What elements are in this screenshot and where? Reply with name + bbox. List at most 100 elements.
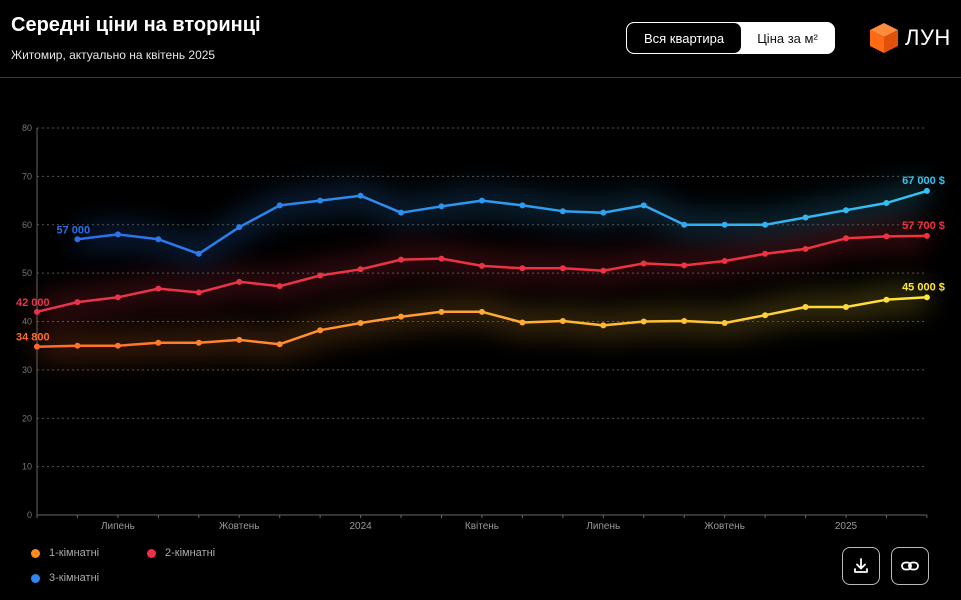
data-point[interactable] [843, 303, 849, 310]
x-tick-label: Жовтень [704, 521, 745, 532]
data-point[interactable] [843, 207, 849, 214]
link-icon [901, 561, 919, 571]
data-point[interactable] [600, 267, 607, 274]
copy-link-button[interactable] [891, 547, 929, 585]
data-point[interactable] [721, 221, 728, 228]
data-point[interactable] [762, 221, 769, 228]
data-point[interactable] [478, 308, 485, 315]
series-end-label: 67 000 $ [902, 175, 945, 187]
data-point[interactable] [640, 202, 647, 209]
data-point[interactable] [559, 318, 566, 325]
data-point[interactable] [357, 192, 364, 199]
download-button[interactable] [842, 547, 880, 585]
data-point[interactable] [317, 197, 324, 204]
download-icon [854, 558, 868, 573]
data-point[interactable] [195, 250, 202, 257]
legend-item-3-room: 3-кімнатні [31, 572, 99, 584]
data-point[interactable] [478, 197, 485, 204]
data-point[interactable] [155, 339, 162, 346]
data-point[interactable] [640, 260, 647, 267]
data-point[interactable] [843, 235, 849, 242]
data-point[interactable] [276, 202, 283, 209]
logo-text: ЛУН [905, 25, 951, 50]
data-point[interactable] [155, 285, 162, 292]
x-tick-label: 2024 [349, 521, 372, 532]
legend-dot-3-room [31, 573, 40, 583]
data-point[interactable] [802, 303, 809, 310]
data-point[interactable] [438, 203, 445, 210]
data-point[interactable] [721, 319, 728, 326]
data-point[interactable] [276, 341, 283, 348]
price-mode-toggle[interactable]: Вся квартира Ціна за м² [626, 22, 835, 54]
data-point[interactable] [559, 208, 566, 215]
data-point[interactable] [236, 224, 243, 231]
data-point[interactable] [74, 299, 81, 306]
data-point[interactable] [317, 272, 324, 279]
series-end-label: 45 000 $ [902, 281, 945, 293]
data-point[interactable] [923, 294, 930, 301]
data-point[interactable] [519, 265, 526, 272]
data-point[interactable] [398, 313, 405, 320]
data-point[interactable] [762, 250, 769, 257]
data-point[interactable] [357, 266, 364, 273]
data-point[interactable] [74, 236, 81, 243]
data-point[interactable] [883, 233, 890, 240]
data-point[interactable] [519, 319, 526, 326]
data-point[interactable] [923, 187, 930, 194]
data-point[interactable] [74, 342, 81, 349]
y-tick-label: 20 [22, 413, 32, 423]
data-point[interactable] [317, 327, 324, 334]
data-point[interactable] [114, 294, 121, 301]
y-tick-label: 50 [22, 268, 32, 278]
series-start-label: 34 800 [16, 332, 50, 344]
toggle-whole-apartment[interactable]: Вся квартира [627, 23, 741, 53]
data-point[interactable] [155, 236, 162, 243]
data-point[interactable] [236, 336, 243, 343]
data-point[interactable] [276, 283, 283, 290]
legend-dot-2-room [147, 548, 156, 558]
data-point[interactable] [357, 319, 364, 326]
data-point[interactable] [478, 262, 485, 269]
data-point[interactable] [114, 231, 121, 238]
page-title: Середні ціни на вторинці [11, 14, 261, 36]
series-line [77, 189, 928, 256]
data-point[interactable] [114, 342, 121, 349]
data-point[interactable] [883, 296, 890, 303]
data-point[interactable] [438, 255, 445, 262]
data-point[interactable] [883, 199, 890, 206]
data-point[interactable] [34, 343, 40, 350]
data-point[interactable] [600, 209, 607, 216]
y-tick-label: 0 [27, 510, 32, 520]
data-point[interactable] [519, 202, 526, 209]
x-tick-label: Квітень [465, 521, 499, 532]
data-point[interactable] [802, 214, 809, 221]
data-point[interactable] [802, 245, 809, 252]
data-point[interactable] [681, 262, 688, 269]
x-tick-label: 2025 [835, 521, 858, 532]
data-point[interactable] [559, 265, 566, 272]
data-point[interactable] [438, 308, 445, 315]
legend-item-2-room: 2-кімнатні [147, 547, 215, 559]
price-line-chart: 0 10 20 30 40 50 60 70 80 Липень Жовтень 2024 Квітен… [16, 123, 945, 532]
x-tick-label: Липень [586, 521, 620, 532]
data-point[interactable] [762, 312, 769, 319]
data-point[interactable] [600, 322, 607, 329]
lun-logo[interactable]: ЛУН [869, 22, 951, 54]
data-point[interactable] [195, 339, 202, 346]
data-point[interactable] [236, 278, 243, 285]
data-point[interactable] [681, 318, 688, 325]
data-point[interactable] [398, 256, 405, 263]
data-point[interactable] [34, 308, 40, 315]
data-point[interactable] [681, 221, 688, 228]
y-tick-label: 60 [22, 220, 32, 230]
toggle-price-per-sqm[interactable]: Ціна за м² [741, 23, 834, 53]
y-tick-label: 80 [22, 123, 32, 133]
legend-label-2-room: 2-кімнатні [165, 547, 216, 559]
lun-cube-icon [870, 23, 898, 53]
y-tick-label: 40 [22, 317, 32, 327]
data-point[interactable] [923, 232, 930, 239]
data-point[interactable] [195, 289, 202, 296]
data-point[interactable] [398, 209, 405, 216]
data-point[interactable] [721, 258, 728, 265]
data-point[interactable] [640, 318, 647, 325]
